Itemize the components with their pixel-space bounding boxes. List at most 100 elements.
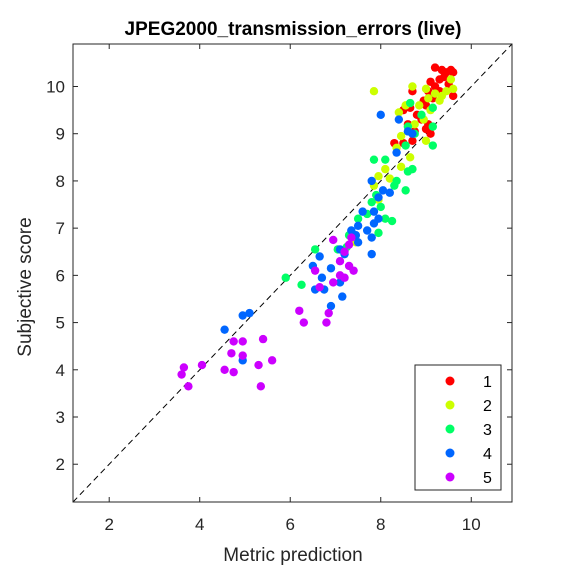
data-point <box>310 266 320 275</box>
y-tick-label: 8 <box>56 172 65 191</box>
data-point <box>258 334 268 344</box>
data-point <box>405 98 415 108</box>
data-point <box>424 94 433 103</box>
data-point <box>245 308 254 318</box>
data-point <box>347 233 356 242</box>
data-point <box>428 103 437 112</box>
data-point <box>448 91 458 101</box>
data-point <box>442 87 451 96</box>
data-point <box>256 382 266 391</box>
data-point <box>310 245 320 254</box>
chart-title: JPEG2000_transmission_errors (live) <box>125 19 462 40</box>
data-point <box>344 240 354 249</box>
data-point <box>376 110 385 120</box>
y-tick-label: 6 <box>56 266 65 285</box>
data-point <box>401 141 410 150</box>
data-point <box>374 172 383 181</box>
data-point <box>385 174 395 183</box>
legend-marker-5 <box>445 472 455 482</box>
x-tick-label: 6 <box>286 515 295 534</box>
legend-marker-1 <box>445 376 455 386</box>
legend-marker-2 <box>445 400 455 410</box>
data-point <box>367 249 376 259</box>
data-point <box>446 75 456 84</box>
data-point <box>335 256 345 266</box>
data-point <box>326 264 336 273</box>
data-point <box>177 370 186 379</box>
series-5 <box>177 233 358 391</box>
y-tick-label: 5 <box>56 314 65 333</box>
y-axis-ticks: 2 3 4 5 6 7 8 9 10 <box>46 77 512 474</box>
legend-label-3: 3 <box>483 422 492 439</box>
data-point <box>267 356 277 365</box>
data-point <box>315 252 324 261</box>
data-point <box>369 155 379 164</box>
data-point <box>358 207 367 216</box>
x-tick-label: 10 <box>462 515 481 534</box>
data-point <box>338 292 347 301</box>
data-point <box>405 153 415 162</box>
data-point <box>374 193 383 202</box>
data-point <box>448 68 458 77</box>
data-point <box>408 82 417 91</box>
data-point <box>227 349 236 358</box>
data-point <box>394 115 404 124</box>
y-tick-label: 3 <box>56 408 65 427</box>
data-point <box>428 141 437 150</box>
data-point <box>295 306 304 315</box>
data-point <box>435 96 444 105</box>
data-point <box>254 360 263 370</box>
x-tick-label: 8 <box>376 515 385 534</box>
y-tick-label: 7 <box>56 219 65 238</box>
legend-marker-4 <box>445 448 455 458</box>
data-point <box>220 325 229 334</box>
x-axis-ticks: 2 4 6 8 10 <box>104 44 481 534</box>
reference-line-y-equals-x <box>72 43 513 503</box>
y-tick-label: 2 <box>56 455 65 474</box>
data-point <box>349 266 358 275</box>
data-point <box>340 247 349 256</box>
data-point <box>385 188 395 197</box>
data-point <box>381 164 390 174</box>
data-point <box>381 155 390 164</box>
legend: 1 2 3 4 5 <box>414 364 502 491</box>
data-point <box>340 273 349 282</box>
data-point <box>367 176 376 186</box>
data-point <box>417 110 426 120</box>
x-tick-label: 2 <box>104 515 113 534</box>
data-point <box>367 233 376 242</box>
data-point <box>387 216 397 226</box>
data-point <box>297 280 306 290</box>
y-axis-title: Subjective score <box>15 217 36 356</box>
data-point <box>317 273 327 282</box>
legend-label-2: 2 <box>483 398 492 415</box>
y-tick-label: 10 <box>46 77 65 96</box>
data-point <box>315 282 324 292</box>
data-point <box>428 122 437 131</box>
legend-label-1: 1 <box>483 374 492 391</box>
data-point <box>179 363 189 372</box>
data-point <box>238 311 247 320</box>
data-point <box>430 63 440 72</box>
data-point <box>229 337 238 346</box>
data-point <box>421 84 431 94</box>
data-point <box>381 214 390 223</box>
data-point <box>369 219 379 228</box>
data-point <box>426 129 435 138</box>
x-axis-title: Metric prediction <box>223 545 362 566</box>
data-point <box>394 108 404 117</box>
legend-items: 1 2 3 4 5 <box>445 374 492 487</box>
data-point <box>401 186 410 195</box>
data-point <box>403 167 413 176</box>
data-point <box>390 181 399 190</box>
data-point <box>220 365 229 374</box>
legend-marker-3 <box>445 424 455 434</box>
plot-area: 2 4 6 8 10 2 3 4 5 6 7 8 9 10 <box>46 43 513 534</box>
data-point <box>408 129 417 138</box>
data-point <box>238 337 247 346</box>
data-point <box>299 318 309 327</box>
data-point <box>329 235 338 245</box>
data-point <box>197 360 207 370</box>
data-points <box>177 63 458 391</box>
